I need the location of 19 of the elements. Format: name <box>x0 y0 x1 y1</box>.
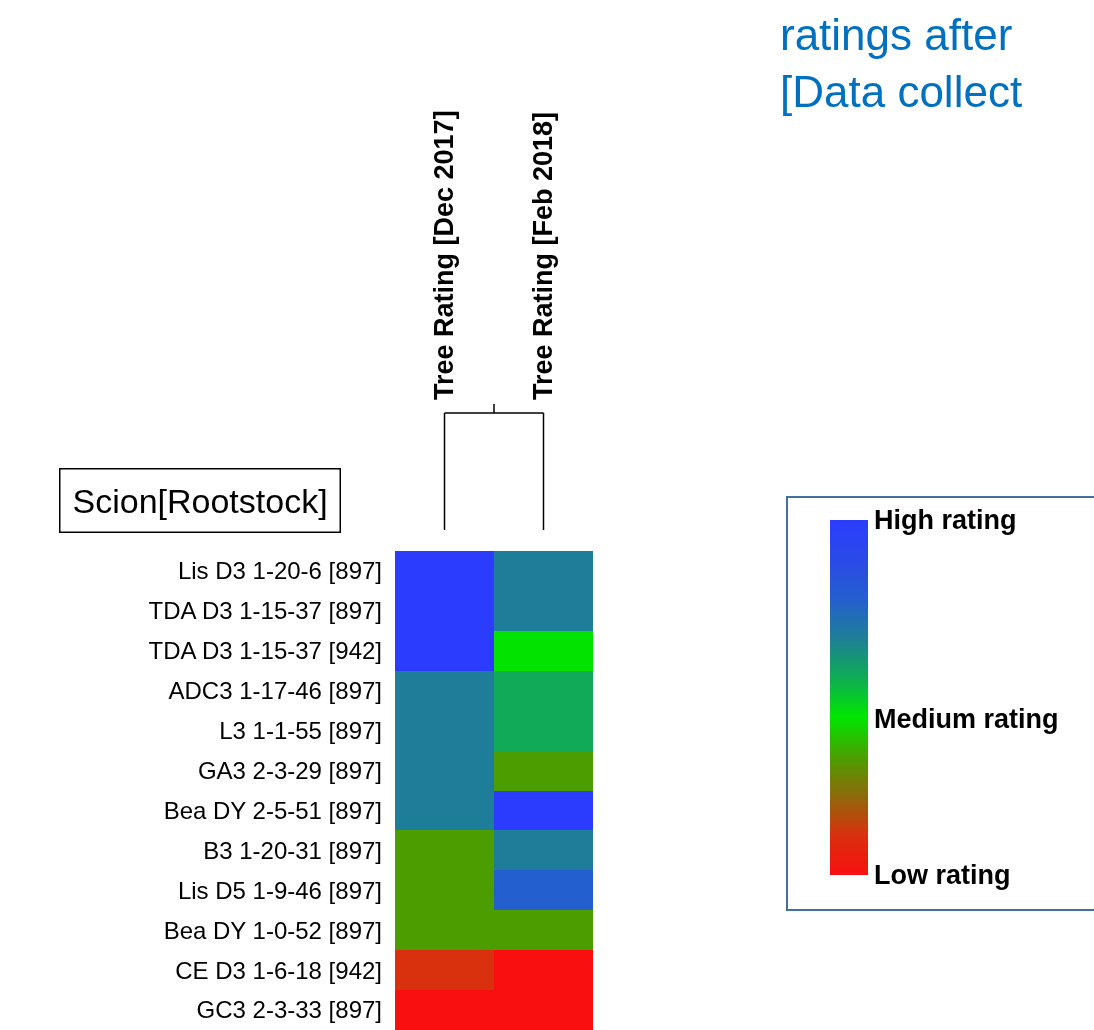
color-bar-label: High rating <box>873 504 1017 535</box>
y-tick-label: Bea DY 1-0-52 [897] <box>163 916 382 944</box>
y-tick-label: ADC3 1-17-46 [897] <box>168 677 382 705</box>
text: ratings after [Data collect <box>780 10 1023 117</box>
y-tick-label: Lis D3 1-20-6 [897] <box>177 557 382 585</box>
y-tick-label: TDA D3 1-15-37 [942] <box>148 637 382 665</box>
color-bar-label: Medium rating <box>873 703 1059 734</box>
y-tick-label: Lis D5 1-9-46 [897] <box>177 876 382 904</box>
color-bar-label: Low rating <box>873 859 1011 890</box>
y-tick-label: Bea DY 2-5-51 [897] <box>163 796 382 824</box>
y-axis-title: Scion[Rootstock] <box>72 481 328 520</box>
y-tick-label: TDA D3 1-15-37 [897] <box>148 597 382 625</box>
x-tick-label: Tree Rating [Dec 2017] <box>429 110 460 400</box>
y-tick-label: B3 1-20-31 [897] <box>203 836 382 864</box>
y-tick-label: CE D3 1-6-18 [942] <box>175 956 382 984</box>
y-tick-label: GA3 2-3-29 [897] <box>197 756 382 784</box>
y-tick-label: L3 1-1-55 [897] <box>219 717 382 745</box>
y-tick-label: GC3 2-3-33 [897] <box>196 996 382 1024</box>
x-tick-label: Tree Rating [Feb 2018] <box>528 111 559 400</box>
